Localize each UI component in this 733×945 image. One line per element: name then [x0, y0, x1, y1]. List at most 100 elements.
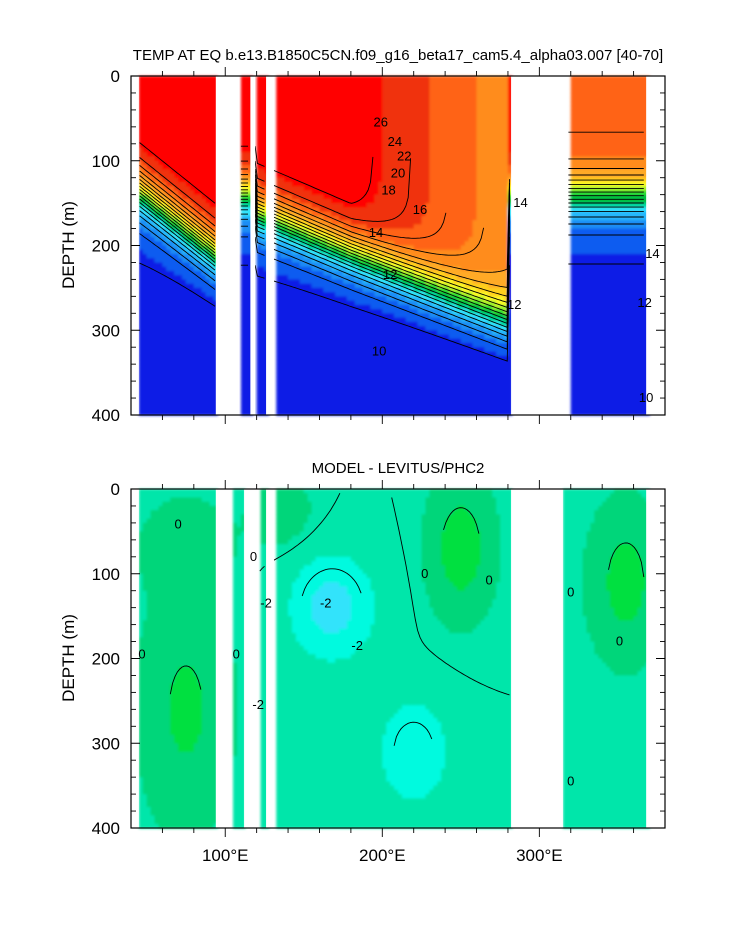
field-cell-3027	[319, 359, 325, 365]
field-cell-4868	[409, 364, 415, 369]
field-cell-2977	[319, 148, 325, 153]
field-cell-2636	[299, 398, 305, 403]
field-cell-433	[158, 215, 164, 221]
field-cell-2245	[284, 97, 289, 103]
field-cell-1518	[209, 406, 215, 412]
field-cell-2100	[276, 160, 281, 166]
field-cell-3599	[346, 410, 352, 416]
field-cell-560	[166, 76, 171, 81]
field-cell-4481	[394, 80, 399, 86]
field-cell-2458	[291, 321, 297, 327]
field-cell-3655	[350, 309, 356, 314]
field-cell-2726	[307, 101, 313, 107]
field-cell-111	[142, 207, 148, 213]
field-cell-4021	[370, 164, 376, 170]
field-cell-3754	[354, 389, 360, 395]
field-cell-1264	[197, 347, 203, 353]
field-cell-1441	[209, 80, 215, 86]
field-cell-95	[142, 139, 148, 145]
field-cell-1863	[256, 173, 262, 179]
field-cell-3273	[331, 385, 336, 391]
field-cell-463	[158, 342, 164, 348]
field-cell-2661	[303, 164, 309, 170]
field-cell-3088	[323, 279, 328, 285]
field-cell-4149	[374, 368, 379, 374]
field-cell-563	[166, 88, 171, 94]
field-cell-4931	[413, 292, 419, 297]
field-cell-4036	[370, 228, 376, 234]
field-cell-4376	[386, 313, 391, 319]
field-cell-1996	[260, 398, 266, 403]
field-cell-4915	[413, 224, 419, 230]
field-cell-3137	[327, 148, 332, 153]
field-cell-1683	[244, 88, 250, 94]
field-cell-2505	[295, 181, 301, 187]
field-cell-1255	[197, 309, 203, 314]
field-cell-2847	[311, 275, 317, 281]
field-cell-1625	[240, 181, 246, 187]
field-cell-3589	[346, 368, 352, 374]
field-cell-4382	[386, 338, 391, 344]
field-cell-3167	[327, 275, 332, 281]
field-cell-1737	[244, 317, 250, 323]
field-cell-1727	[244, 275, 250, 281]
field-cell-1512	[209, 381, 215, 386]
field-cell-548	[162, 364, 167, 369]
field-cell-414	[158, 135, 164, 141]
field-cell-689	[170, 283, 175, 289]
field-cell-3551	[346, 207, 352, 213]
field-cell-1040	[189, 76, 195, 81]
field-cell-4836	[409, 228, 415, 234]
field-cell-3954	[366, 220, 372, 225]
field-cell-3544	[346, 177, 352, 183]
field-cell-4300	[382, 330, 387, 336]
field-cell-2147	[276, 359, 281, 365]
field-cell-4196	[378, 228, 383, 234]
field-cell-2660	[303, 160, 309, 166]
field-cell-4856	[409, 313, 415, 319]
field-cell-2504	[295, 177, 301, 183]
field-cell-673	[170, 215, 175, 221]
field-cell-4469	[390, 368, 395, 374]
field-cell-2888	[315, 109, 321, 115]
field-cell-702	[170, 338, 175, 344]
field-cell-2556	[295, 398, 301, 403]
field-cell-123	[142, 258, 148, 264]
field-cell-1064	[189, 177, 195, 183]
field-cell-4163	[378, 88, 383, 94]
field-cell-237	[146, 402, 152, 408]
field-cell-451	[158, 292, 164, 297]
field-cell-3974	[366, 304, 372, 310]
field-cell-593	[166, 215, 171, 221]
field-cell-3124	[327, 92, 332, 98]
field-cell-4427	[390, 190, 395, 196]
field-cell-3716	[354, 228, 360, 234]
field-cell-690	[170, 287, 175, 293]
field-cell-280	[150, 245, 156, 251]
field-cell-3744	[354, 347, 360, 353]
field-cell-2275	[284, 224, 289, 230]
field-cell-1348	[201, 364, 207, 369]
field-cell-3935	[366, 139, 372, 145]
field-cell-2097	[276, 148, 281, 153]
field-cell-2226	[280, 355, 285, 361]
field-cell-2620	[299, 330, 305, 336]
field-cell-3164	[327, 262, 332, 268]
field-cell-4655	[401, 139, 407, 145]
field-cell-61	[138, 334, 144, 340]
field-cell-4243	[382, 88, 387, 94]
field-cell-2175	[280, 139, 285, 145]
field-cell-380	[154, 330, 160, 336]
field-cell-1475	[209, 224, 215, 230]
field-cell-147	[142, 359, 148, 365]
field-cell-3710	[354, 203, 360, 208]
field-cell-685	[170, 266, 175, 272]
field-cell-1440	[209, 76, 215, 81]
field-cell-831	[178, 207, 183, 213]
field-cell-3305	[335, 181, 340, 187]
field-cell-2221	[280, 334, 285, 340]
field-cell-945	[182, 351, 187, 357]
field-cell-741	[174, 164, 179, 170]
field-cell-3585	[346, 351, 352, 357]
field-cell-3644	[350, 262, 356, 268]
